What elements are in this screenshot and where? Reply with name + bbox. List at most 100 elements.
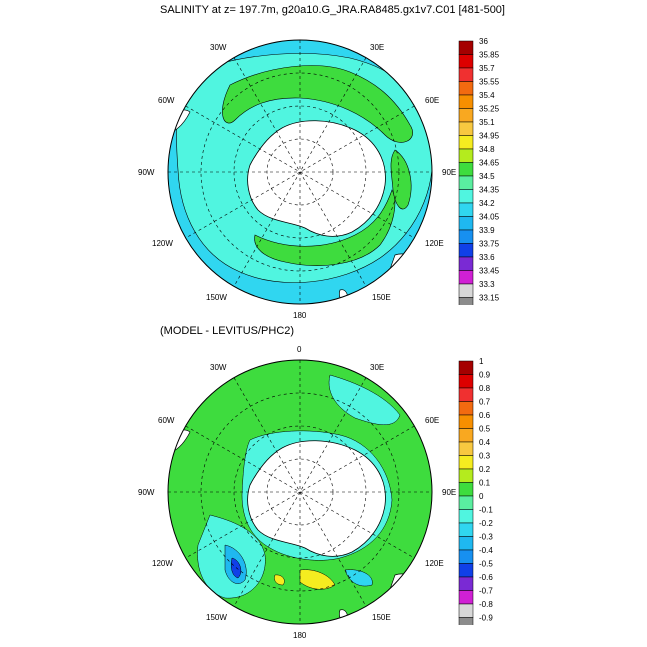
salinity-colorbar-label: 34.35: [479, 186, 500, 195]
lon-label-180: 180: [293, 631, 307, 640]
salinity-colorbar-label: 34.8: [479, 145, 495, 154]
difference-colorbar-label: 0.2: [479, 465, 491, 474]
difference-colorbar-swatch: [458, 401, 474, 416]
difference-colorbar-swatch: [458, 522, 474, 537]
salinity-colorbar-label: 34.65: [479, 159, 500, 168]
salinity-colorbar-label: 35.55: [479, 78, 500, 87]
difference-colorbar-label: 0.3: [479, 452, 491, 461]
lon-label-30w: 30W: [210, 363, 227, 372]
difference-field: [168, 360, 422, 624]
salinity-colorbar-swatch: [458, 67, 474, 82]
salinity-colorbar-label: 35.4: [479, 91, 495, 100]
difference-colorbar-label: 0: [479, 492, 484, 501]
lon-label-90e: 90E: [442, 488, 456, 497]
salinity-colorbar-label: 34.95: [479, 132, 500, 141]
graticule: [168, 360, 432, 624]
lon-label-90w: 90W: [138, 168, 155, 177]
salinity-colorbar-swatch: [458, 121, 474, 136]
difference-colorbar-swatch: [458, 441, 474, 456]
salinity-colorbar-swatch: [458, 135, 474, 150]
salinity-colorbar-label: 33.75: [479, 240, 500, 249]
diff-neg-core: [231, 557, 242, 579]
salinity-colorbar-swatch: [458, 297, 474, 305]
difference-colorbar-swatch: [458, 549, 474, 564]
salinity-colorbar-label: 35.7: [479, 64, 495, 73]
difference-colorbar-swatch: [458, 482, 474, 497]
salinity-colorbar-swatch: [458, 94, 474, 109]
lon-label-150e: 150E: [372, 613, 391, 622]
salinity-colorbar-label: 34.05: [479, 213, 500, 222]
salinity-colorbar-swatch: [458, 108, 474, 123]
difference-colorbar-label: 1: [479, 357, 484, 366]
difference-colorbar-label: -0.7: [479, 587, 493, 596]
salinity-colorbar-swatch: [458, 40, 474, 55]
difference-colorbar-swatch: [458, 387, 474, 402]
difference-colorbar-swatch: [458, 428, 474, 443]
salinity-colorbar-swatch: [458, 175, 474, 190]
salinity-colorbar-swatch: [458, 270, 474, 285]
salinity-colorbar-label: 33.6: [479, 253, 495, 262]
difference-colorbar-swatch: [458, 468, 474, 483]
difference-colorbar-swatch: [458, 509, 474, 524]
bottom-title: (MODEL - LEVITUS/PHC2): [160, 325, 295, 337]
difference-colorbar-swatch: [458, 455, 474, 470]
difference-colorbar-label: 0.1: [479, 479, 491, 488]
lon-label-60w: 60W: [158, 96, 175, 105]
difference-colorbar-label: 0.6: [479, 411, 491, 420]
difference-map: 0 30E 30W 60E 60W 90E 90W 120E 120W 150E…: [138, 345, 456, 640]
salinity-field: [168, 40, 432, 304]
salinity-colorbar-swatch: [458, 229, 474, 244]
lon-label-30e: 30E: [370, 363, 384, 372]
difference-colorbar-label: -0.8: [479, 600, 493, 609]
difference-colorbar-label: 0.5: [479, 425, 491, 434]
difference-colorbar-swatch: [458, 563, 474, 578]
lon-label-120w: 120W: [152, 559, 173, 568]
salinity-colorbar-label: 35.1: [479, 118, 495, 127]
difference-colorbar-swatch: [458, 536, 474, 551]
salinity-band-34.65-east: [390, 149, 412, 210]
land-antarctica: [247, 120, 386, 237]
salinity-colorbar-swatch: [458, 283, 474, 298]
salinity-colorbar-label: 34.2: [479, 199, 495, 208]
difference-colorbar-swatch: [458, 360, 474, 375]
difference-colorbar-swatch: [458, 576, 474, 591]
difference-colorbar-swatch: [458, 590, 474, 605]
salinity-colorbar-swatch: [458, 243, 474, 258]
lon-label-150w: 150W: [206, 613, 227, 622]
difference-colorbar-label: -0.9: [479, 614, 493, 623]
difference-colorbar-label: -0.5: [479, 560, 493, 569]
salinity-colorbar-label: 35.25: [479, 105, 500, 114]
difference-colorbar-swatch: [458, 603, 474, 618]
difference-colorbar-label: -0.4: [479, 546, 493, 555]
salinity-colorbar-label: 33.9: [479, 226, 495, 235]
lon-label-150w: 150W: [206, 293, 227, 302]
lon-label-120e: 120E: [425, 559, 444, 568]
diff-neg-northeast: [328, 374, 401, 425]
diff-pos-south: [299, 569, 336, 590]
salinity-colorbar-label: 33.15: [479, 294, 500, 303]
salinity-colorbar-swatch: [458, 256, 474, 271]
salinity-colorbar-swatch: [458, 216, 474, 231]
difference-colorbar-label: 0.4: [479, 438, 491, 447]
salinity-colorbar-swatch: [458, 162, 474, 177]
graticule: [168, 40, 432, 304]
salinity-band-34.65-south: [254, 189, 396, 266]
difference-colorbar-label: -0.1: [479, 506, 493, 515]
lon-label-90e: 90E: [442, 168, 456, 177]
difference-colorbar-label: -0.2: [479, 519, 493, 528]
salinity-colorbar-label: 36: [479, 37, 488, 46]
salinity-colorbar: 36 35.85 35.7 35.55 35.4 35.25 35.1 34.95 34.8 34…: [458, 37, 500, 305]
lon-label-60w: 60W: [158, 416, 175, 425]
difference-colorbar-swatch: [458, 414, 474, 429]
lon-label-120w: 120W: [152, 239, 173, 248]
top-title: SALINITY at z= 197.7m, g20a10.G_JRA.RA84…: [160, 4, 505, 16]
lon-label-60e: 60E: [425, 96, 439, 105]
diff-neg-east: [344, 569, 373, 587]
difference-colorbar-label: 0.9: [479, 371, 491, 380]
difference-colorbar-label: -0.6: [479, 573, 493, 582]
difference-colorbar-label: 0.8: [479, 384, 491, 393]
salinity-colorbar-swatch: [458, 202, 474, 217]
lon-label-30w: 30W: [210, 43, 227, 52]
salinity-band-34.65-north: [222, 65, 413, 143]
salinity-colorbar-label: 34.5: [479, 172, 495, 181]
